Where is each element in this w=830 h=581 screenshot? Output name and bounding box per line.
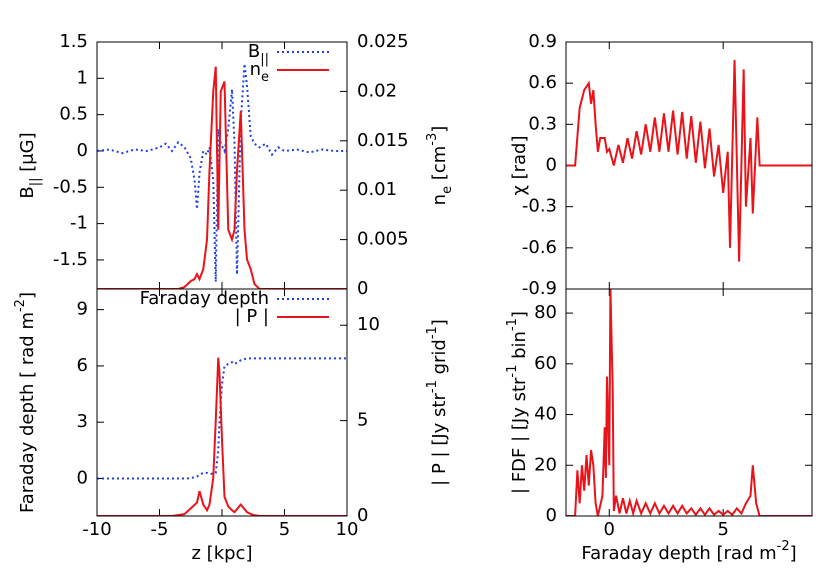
y-tick-label: 40 — [534, 404, 557, 425]
y-tick-label: 80 — [534, 302, 557, 323]
y-axis-label: | FDF | [Jy str-1 bin-1] — [505, 311, 530, 494]
x-axis-label: Faraday depth [rad m-2] — [581, 539, 796, 564]
y-tick-label: -0.9 — [522, 278, 557, 299]
legend-label: | P | — [235, 306, 269, 327]
label-part: ] — [509, 311, 530, 318]
y-tick-label: 20 — [534, 454, 557, 475]
label-part: z [kpc] — [192, 543, 253, 564]
label-part: n — [250, 59, 261, 80]
plot-frame — [565, 288, 813, 517]
y-tick-label: 0 — [546, 155, 557, 176]
y-axis-label: B|| [μG] — [17, 132, 43, 198]
y-tick-label: 3 — [77, 411, 88, 432]
label-part: [cm — [429, 146, 450, 186]
label-part: Faraday depth [ rad m — [17, 312, 38, 513]
y2-tick-label: 0.01 — [357, 179, 397, 200]
y-tick-label: 6 — [77, 355, 88, 376]
y2-tick-label: 0 — [357, 278, 368, 299]
y-tick-label: -1.5 — [53, 249, 88, 270]
series-line — [97, 66, 347, 289]
label-part: ] — [429, 319, 450, 326]
label-part: [μG] — [17, 132, 38, 177]
legend-label: B|| — [248, 41, 269, 67]
x-tick-label: 0 — [216, 519, 227, 540]
label-part: B — [17, 186, 38, 198]
y-tick-label: -0.5 — [53, 176, 88, 197]
series-line — [97, 63, 347, 282]
y2-tick-label: 10 — [357, 314, 380, 335]
y2-axis-label: | P | [Jy str-1 grid-1] — [425, 319, 450, 486]
label-part: -1 — [425, 380, 440, 393]
x-tick-label: 5 — [279, 519, 290, 540]
x-tick-label: -5 — [151, 519, 169, 540]
label-part: B — [248, 41, 260, 62]
x-tick-label: 5 — [717, 519, 728, 540]
legend-label: ne — [250, 59, 269, 85]
label-part: n — [429, 194, 450, 205]
y2-tick-label: 0 — [357, 505, 368, 526]
label-part: bin — [509, 331, 530, 365]
y2-tick-label: 0.015 — [357, 130, 409, 151]
y2-tick-label: 0.025 — [357, 31, 409, 52]
label-part: e — [440, 186, 455, 194]
label-part: χ [rad] — [509, 135, 530, 195]
plot-frame — [96, 41, 348, 290]
y-tick-label: -0.6 — [522, 237, 557, 258]
label-part: -1 — [505, 318, 520, 331]
label-part: -1 — [505, 365, 520, 378]
y-tick-label: -1 — [70, 213, 88, 234]
label-part: -2 — [777, 539, 790, 554]
label-part: e — [261, 70, 269, 85]
x-tick-label: 0 — [604, 519, 615, 540]
y-tick-label: 9 — [77, 299, 88, 320]
series-line — [97, 357, 347, 480]
y-axis-label: Faraday depth [ rad m-2] — [13, 292, 38, 513]
y2-tick-label: 5 — [357, 410, 368, 431]
label-part: -2 — [13, 299, 28, 312]
y-tick-label: 60 — [534, 353, 557, 374]
series-line — [566, 289, 812, 516]
label-part: ] — [429, 126, 450, 133]
y-axis-label: χ [rad] — [509, 135, 530, 195]
series-line — [566, 59, 812, 262]
y-tick-label: 1 — [77, 67, 88, 88]
y2-tick-label: 0.02 — [357, 80, 397, 101]
y-tick-label: 0.6 — [528, 72, 557, 93]
label-part: -3 — [425, 133, 440, 146]
legend-label: Faraday depth — [140, 288, 269, 309]
y-tick-label: 0.5 — [59, 104, 88, 125]
x-tick-label: -10 — [82, 519, 111, 540]
label-part: || — [28, 178, 43, 187]
label-part: ] — [790, 543, 797, 564]
y-tick-label: 1.5 — [59, 31, 88, 52]
y-tick-label: 0 — [77, 140, 88, 161]
y-tick-label: 0 — [546, 505, 557, 526]
y-tick-label: 0.3 — [528, 113, 557, 134]
x-tick-label: 10 — [336, 519, 359, 540]
y2-tick-label: 0.005 — [357, 229, 409, 250]
x-axis-label: z [kpc] — [192, 543, 253, 564]
plot-frame — [96, 288, 348, 517]
y-tick-label: 0 — [77, 467, 88, 488]
label-part: ] — [17, 292, 38, 299]
y2-axis-label: ne [cm-3] — [425, 126, 455, 206]
label-part: Faraday depth [rad m — [581, 543, 776, 564]
y-tick-label: 0.9 — [528, 31, 557, 52]
label-part: -1 — [425, 326, 440, 339]
label-part: | FDF | [Jy str — [509, 377, 530, 494]
label-part: || — [260, 52, 269, 67]
label-part: | P | [Jy str — [429, 393, 450, 486]
y-tick-label: -0.3 — [522, 196, 557, 217]
label-part: grid — [429, 339, 450, 380]
